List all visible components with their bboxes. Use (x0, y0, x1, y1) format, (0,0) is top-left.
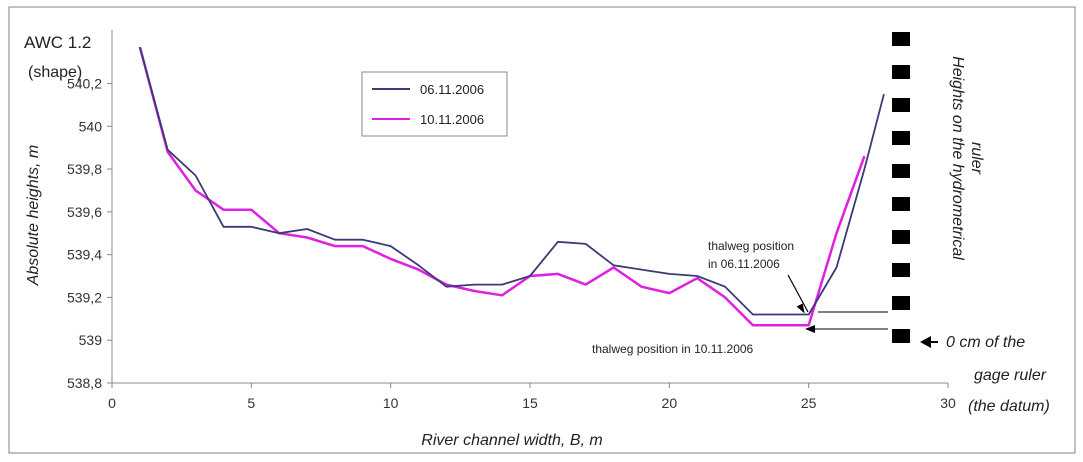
x-tick-label: 0 (108, 395, 116, 411)
x-tick-label: 10 (383, 395, 399, 411)
ruler-block (892, 32, 910, 46)
y-tick-label: 540 (79, 118, 103, 134)
x-tick-label: 15 (522, 395, 538, 411)
y-tick-label: 538,8 (67, 375, 102, 391)
corner-label-1: AWC 1.2 (24, 33, 91, 52)
y-tick-label: 539,4 (67, 247, 102, 263)
datum-label-1: 0 cm of the (946, 334, 1025, 351)
datum-arrow (920, 336, 931, 348)
ruler-block (892, 230, 910, 244)
ruler-block (892, 296, 910, 310)
y-tick-label: 539,8 (67, 161, 102, 177)
ruler-block (892, 98, 910, 112)
ruler-title-2: ruler (968, 142, 985, 175)
y-axis-title: Absolute heights, m (25, 145, 42, 287)
ruler-block (892, 197, 910, 211)
y-tick-label: 539,2 (67, 289, 102, 305)
x-axis-title: River channel width, B, m (421, 432, 602, 449)
corner-label-2: (shape) (28, 64, 82, 81)
ruler-block (892, 329, 910, 343)
series-layer (138, 46, 885, 327)
ticks: 538,8 539 539,2 539,4 539,6 539,8 540 540,2 0 5 10… (67, 75, 956, 411)
ruler-block (892, 263, 910, 277)
ruler-title-1: Heights on the hydrometrical (949, 56, 966, 260)
thalweg-2-arrowhead (805, 325, 815, 333)
thalweg-1-arrowhead (796, 303, 805, 314)
legend-label-2: 10.11.2006 (420, 112, 484, 127)
gage-ruler (892, 32, 910, 343)
thalweg-1-label-line2: in 06.11.2006 (708, 257, 780, 271)
series-line-06.11.2006 (139, 46, 885, 316)
outer-border (8, 6, 1076, 454)
series-line-10.11.2006 (138, 46, 866, 327)
thalweg-1-label-line1: thalweg position (708, 239, 794, 253)
y-tick-label: 539 (79, 332, 103, 348)
x-tick-label: 5 (247, 395, 255, 411)
legend-label-1: 06.11.2006 (420, 82, 484, 97)
x-tick-label: 30 (940, 395, 956, 411)
y-tick-label: 540,2 (67, 75, 102, 91)
ruler-block (892, 164, 910, 178)
x-tick-label: 25 (801, 395, 817, 411)
legend: 06.11.2006 10.11.2006 (361, 71, 508, 137)
datum-label-3: (the datum) (968, 398, 1050, 415)
thalweg-2-label: thalweg position in 10.11.2006 (592, 342, 754, 356)
ruler-block (892, 65, 910, 79)
y-tick-label: 539,6 (67, 204, 102, 220)
datum-label-2: gage ruler (974, 367, 1047, 384)
ruler-block (892, 131, 910, 145)
thalweg-1-pointer (787, 274, 809, 313)
x-tick-label: 20 (662, 395, 678, 411)
legend-box (361, 71, 508, 137)
